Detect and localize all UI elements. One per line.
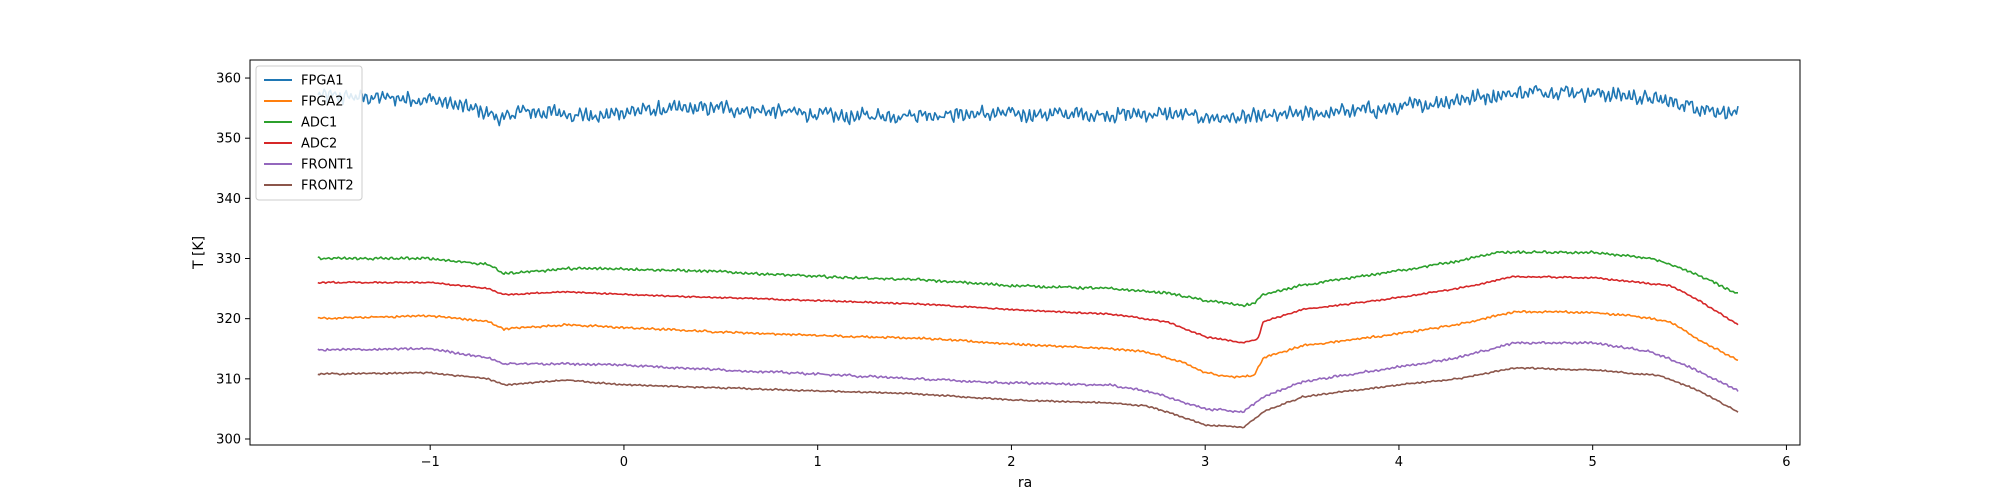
series-line-fpga2 <box>317 310 1739 379</box>
series-line-fpga1 <box>317 84 1739 127</box>
y-tick-label: 360 <box>216 72 241 87</box>
y-tick-label: 330 <box>216 252 241 267</box>
y-tick-label: 320 <box>216 312 241 327</box>
legend-label: FRONT1 <box>301 158 354 173</box>
x-tick-label: 5 <box>1589 455 1597 470</box>
y-tick-label: 310 <box>216 372 241 387</box>
y-tick-label: 300 <box>216 432 241 447</box>
legend-label: FPGA2 <box>301 95 344 110</box>
x-axis-label: ra <box>1018 475 1032 491</box>
x-axis: −1 0 1 2 3 4 5 6 <box>421 445 1791 470</box>
x-tick-label: 0 <box>620 455 628 470</box>
plot-area-frame <box>249 59 1801 446</box>
series-line-front2 <box>317 366 1739 429</box>
legend-label: ADC1 <box>301 116 337 131</box>
x-tick-label: 6 <box>1782 455 1790 470</box>
series-layer <box>317 84 1739 429</box>
series-line-front1 <box>317 340 1739 414</box>
legend-label: ADC2 <box>301 137 337 152</box>
y-axis: 300 310 320 330 340 350 360 <box>216 72 250 447</box>
y-tick-label: 350 <box>216 132 241 147</box>
series-line-adc2 <box>317 275 1739 344</box>
x-tick-label: 2 <box>1007 455 1015 470</box>
y-tick-label: 340 <box>216 192 241 207</box>
x-tick-label: 4 <box>1395 455 1403 470</box>
legend-label: FRONT2 <box>301 179 354 194</box>
x-tick-label: −1 <box>421 455 440 470</box>
y-axis-label: T [K] <box>191 236 207 270</box>
x-tick-label: 3 <box>1201 455 1209 470</box>
series-line-adc1 <box>317 250 1739 308</box>
x-tick-label: 1 <box>814 455 822 470</box>
legend-label: FPGA1 <box>301 74 344 89</box>
legend: FPGA1 FPGA2 ADC1 ADC2 FRONT1 FRONT2 <box>255 65 363 201</box>
legend-box <box>255 65 363 201</box>
